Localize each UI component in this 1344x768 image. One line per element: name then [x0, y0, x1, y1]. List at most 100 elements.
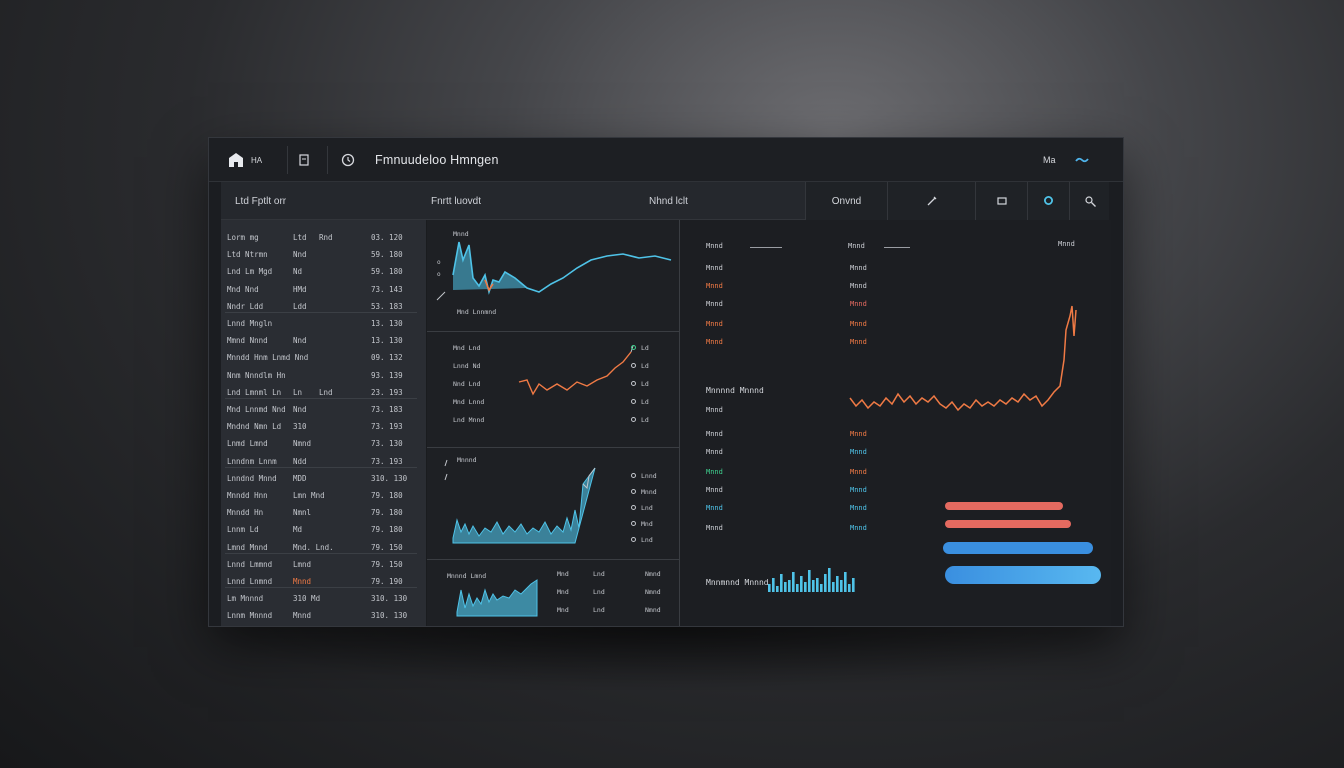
table-row[interactable]: Mndnd Nmn Ld 310 73. 193	[221, 417, 427, 435]
table-cell: 23. 193	[371, 387, 403, 397]
table-row[interactable]: Mmnd Nnnd Nnd 13. 130	[221, 331, 427, 349]
table-row[interactable]: Lnnd Mngln 13. 130	[221, 314, 427, 332]
table-row[interactable]: Lmnd Mnnd Mnd. Lnd. 79. 150	[221, 538, 427, 556]
wave-icon[interactable]	[1075, 138, 1089, 182]
right-row-left: Mnnd	[706, 320, 723, 328]
table-cell: Lnmd Lmnd	[227, 439, 268, 449]
activity-bar	[768, 584, 771, 592]
table-row[interactable]: Lnnd Lmmnd Lmnd 79. 150	[221, 555, 427, 573]
table-cell: Mnnd	[293, 577, 312, 586]
table-cell: Mmnd Nnnd	[227, 336, 268, 346]
table-cell: 310. 130	[371, 473, 408, 483]
chart4-col-label: Mnd	[557, 570, 569, 578]
clock-icon[interactable]	[341, 138, 355, 182]
app-title: Fmnuudeloo Hmngen	[375, 153, 499, 167]
activity-bar	[800, 576, 803, 592]
table-row[interactable]: Nnm Nnndlm Hn 93. 139	[221, 366, 427, 384]
table-cell: Nmnl	[293, 508, 312, 518]
status-dot-icon	[631, 417, 636, 422]
activity-bar	[824, 574, 827, 592]
table-cell: Lnnm Mnnnd	[227, 611, 273, 621]
table-cell: Lnnd Lnmnd	[227, 577, 273, 586]
right-row-right: Mnnd	[850, 468, 867, 476]
table-cell: 73. 193	[371, 456, 403, 466]
table-cell: Lorm mg	[227, 233, 259, 242]
chart1-title: Mnnd	[453, 230, 469, 238]
activity-bar	[836, 576, 839, 592]
table-row[interactable]: Mnndd Hnn Lmn Mnd 79. 180	[221, 486, 427, 504]
chart3-row-label: Mnnd	[641, 488, 657, 496]
table-cell: Nd	[293, 267, 303, 277]
table-row[interactable]: Lnnd Lnmnd Mnnd 79. 190	[221, 572, 427, 590]
table-cell: Mnd. Lnd.	[293, 542, 334, 552]
table-row[interactable]: Lnnm Ld Md 79. 180	[221, 520, 427, 538]
chart2-row-value: Ld	[641, 380, 649, 388]
table-row[interactable]: Lm Mnnnd 310 Md 310. 130	[221, 589, 427, 607]
table-cell: Lmnd Mnnd	[227, 542, 268, 552]
settings-icon-button[interactable]	[1069, 182, 1109, 220]
right-row-left: Mnnd	[706, 264, 723, 272]
toolbar-center-label[interactable]: Nhnd lclt	[649, 195, 688, 207]
chart3-row-label: Lnd	[641, 504, 653, 512]
table-row[interactable]: Lnd Lmnml Ln Ln Lnd 23. 193	[221, 383, 427, 401]
table-row[interactable]: Mnndd Hn Nmnl 79. 180	[221, 503, 427, 521]
table-row[interactable]: Lnnm Mnnnd Mnnd 310. 130	[221, 606, 427, 624]
pen-icon-button[interactable]	[887, 182, 975, 220]
area-chart-3	[444, 459, 596, 544]
dashboard-window: HA Fmnuudeloo Hmngen Ma Ltd Fptlt orr Fn…	[208, 137, 1124, 627]
table-row[interactable]: Mnd Lnnmd Nnd Nnd 73. 183	[221, 400, 427, 418]
chart1-caption: Mnd Lnnmnd	[457, 308, 497, 316]
activity-bar	[820, 584, 823, 592]
table-cell: Lnndnm Lnnm	[227, 456, 277, 466]
table-cell: Mnd Lnnmd Nnd	[227, 405, 286, 414]
table-cell: Lnnd Lmmnd	[227, 559, 273, 569]
table-cell: 73. 143	[371, 284, 403, 294]
table-cell: Nnd	[293, 405, 307, 414]
chart2-row-label: Nnd Lnd	[453, 380, 481, 388]
table-row[interactable]: Nndr Ldd Ldd 53. 183	[221, 297, 427, 315]
table-cell: Mnnd	[293, 611, 312, 621]
right-row-right: Mnnd	[850, 486, 867, 494]
table-row[interactable]: Lorm mg Ltd Rnd 03. 120	[221, 228, 427, 246]
table-cell: 79. 180	[371, 525, 403, 535]
table-row[interactable]: Mnd Nnd HMd 73. 143	[221, 280, 427, 298]
table-row[interactable]: Mnndd Hnm Lnmd Nnd 09. 132	[221, 348, 427, 366]
status-dot-icon	[631, 345, 636, 350]
table-row[interactable]: Lnndnd Mnnd MDD 310. 130	[221, 469, 427, 487]
home-icon[interactable]	[227, 138, 245, 182]
box-icon-button[interactable]	[975, 182, 1027, 220]
table-cell: 79. 180	[371, 491, 403, 500]
table-cell: Lnd Lmnml Ln	[227, 387, 282, 397]
chart2-row-value: Ld	[641, 416, 649, 424]
right-row-right: Mnnd	[850, 448, 867, 456]
toolbar-mid-label[interactable]: Fnrtt luovdt	[431, 195, 482, 207]
table-row[interactable]: Lnndnm Lnnm Ndd 73. 193	[221, 452, 427, 470]
table-cell: 93. 139	[371, 370, 403, 380]
right-row-left: Mnnd	[706, 448, 723, 456]
search-icon-button[interactable]	[1027, 182, 1069, 220]
row-divider	[225, 312, 417, 313]
activity-bar	[808, 570, 811, 592]
table-row[interactable]: Lnmd Lmnd Nmnd 73. 130	[221, 434, 427, 452]
right-row-left: Mnnd	[706, 406, 723, 414]
right-row-left: Mnnd	[706, 282, 723, 290]
right-row-right: Mnnd	[850, 320, 867, 328]
toolbar-button[interactable]: Onvnd	[805, 182, 887, 220]
chart4-title: Mnnnd Lmnd	[447, 572, 487, 580]
activity-bar	[816, 578, 819, 592]
user-label[interactable]: Ma	[1043, 155, 1056, 165]
table-row[interactable]: Lnd Lm Mgd Nd 59. 180	[221, 262, 427, 280]
activity-bar	[780, 574, 783, 592]
table-cell: 73. 130	[371, 439, 403, 449]
toolbar-left-label[interactable]: Ltd Fptlt orr	[235, 195, 287, 207]
right-row-right: Mnnd	[850, 430, 867, 438]
status-dot-icon	[631, 537, 636, 542]
table-cell: Lmnd	[293, 559, 312, 569]
status-dot-icon	[631, 363, 636, 368]
table-row[interactable]: Ltd Ntrmn Nnd 59. 180	[221, 245, 427, 263]
table-cell: Mnd Nnd	[227, 284, 259, 294]
activity-bar	[828, 568, 831, 592]
document-icon[interactable]	[299, 138, 309, 182]
table-cell: 79. 150	[371, 542, 403, 552]
right-row-left: Mnnd	[706, 504, 723, 512]
